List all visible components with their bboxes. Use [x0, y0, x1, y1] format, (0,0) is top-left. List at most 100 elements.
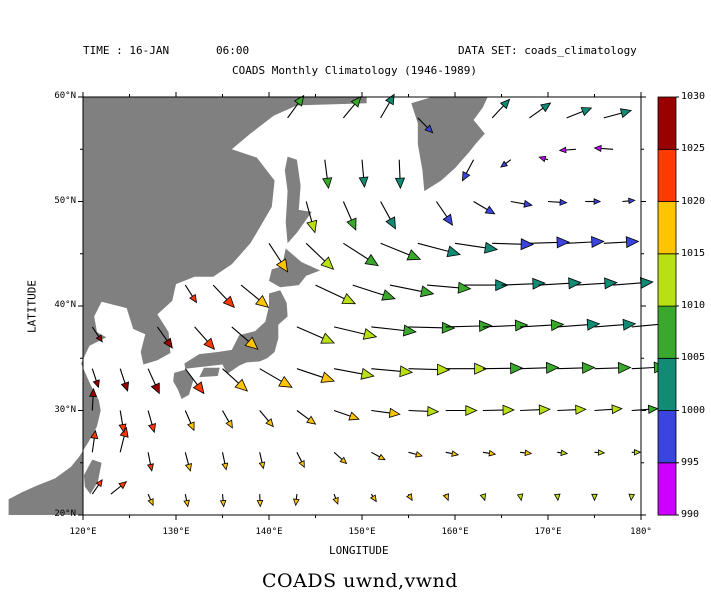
colorbar-swatch — [657, 357, 677, 411]
wind-vector — [380, 201, 396, 230]
wind-vector — [369, 493, 377, 503]
wind-vector — [538, 155, 549, 163]
chart-subtitle: COADS Monthly Climatology (1946-1989) — [232, 64, 478, 77]
colorbar-label: 1005 — [681, 352, 706, 364]
wind-vector — [482, 404, 515, 416]
y-tick-label: 30°N — [54, 404, 76, 415]
wind-vector — [146, 452, 154, 472]
wind-vector — [333, 367, 375, 380]
wind-vector — [90, 429, 99, 453]
wind-vector — [585, 198, 602, 205]
wind-vector — [593, 144, 614, 153]
wind-vector — [520, 404, 551, 416]
wind-vector — [445, 362, 488, 375]
wind-vector — [557, 449, 569, 457]
wind-vector — [389, 284, 435, 298]
wind-vector — [501, 277, 546, 290]
wind-vector — [287, 94, 305, 119]
y-tick-label: 50°N — [54, 195, 76, 206]
colorbar-swatch — [657, 148, 677, 203]
land-asia-mainland — [8, 97, 367, 515]
wind-vector — [91, 326, 103, 343]
wind-vector — [628, 493, 636, 502]
colorbar-label: 1015 — [681, 247, 706, 259]
wind-vector — [594, 404, 623, 415]
colorbar-swatch — [657, 253, 677, 307]
wind-vector — [482, 449, 497, 457]
wind-vector — [594, 318, 637, 331]
wind-vector — [147, 368, 160, 395]
wind-vector — [222, 410, 233, 429]
land-shikoku — [199, 367, 220, 378]
colorbar-swatch — [657, 462, 677, 516]
y-tick-label: 40°N — [54, 300, 76, 310]
wind-vector — [296, 452, 305, 469]
x-axis-label: LONGITUDE — [329, 544, 389, 557]
x-tick-label: 170°E — [534, 527, 562, 537]
wind-vector — [296, 410, 317, 425]
wind-vector — [516, 493, 524, 502]
colorbar-label: 990 — [681, 509, 700, 520]
wind-vector — [147, 410, 156, 434]
wind-vector — [394, 159, 406, 190]
wind-vector — [259, 410, 274, 428]
wind-vector — [557, 318, 601, 331]
axis-ticks — [78, 92, 646, 520]
wind-vector — [332, 493, 339, 505]
wind-vector — [520, 319, 565, 332]
wind-vector — [594, 449, 606, 456]
wind-vector — [259, 368, 293, 388]
y-axis-label: LATITUDE — [25, 280, 39, 333]
wind-vector — [520, 361, 560, 374]
wind-vector — [442, 493, 449, 502]
wind-vector — [492, 238, 535, 251]
x-tick-label: 180° — [630, 527, 652, 537]
wind-vector — [417, 242, 461, 258]
wind-vector — [91, 368, 100, 389]
land-honshu — [184, 290, 288, 374]
wind-vector — [91, 478, 103, 495]
wind-vector — [222, 368, 249, 392]
wind-vector — [594, 361, 632, 374]
wind-vector — [110, 481, 128, 495]
land-taiwan — [83, 459, 102, 495]
wind-vector — [520, 449, 533, 457]
wind-vector — [603, 236, 640, 249]
wind-vector — [435, 201, 454, 226]
wind-vector — [156, 326, 173, 349]
wind-vector — [240, 284, 270, 309]
wind-vector — [529, 236, 571, 249]
wind-vector — [445, 319, 493, 333]
time-label: TIME : 16-JAN — [83, 44, 170, 57]
wind-vector — [553, 493, 561, 502]
wind-vector — [296, 326, 335, 344]
wind-vector — [408, 451, 424, 458]
wind-vector — [268, 242, 289, 273]
x-tick-label: 130°E — [162, 527, 190, 537]
wind-vector — [371, 407, 401, 418]
wind-vector — [603, 108, 633, 119]
y-tick-label: 60°N — [54, 91, 76, 101]
colorbar — [657, 96, 679, 516]
colorbar-label: 1030 — [681, 91, 706, 102]
wind-vector — [408, 405, 440, 417]
figure-caption: COADS uwnd,vwnd — [262, 570, 458, 592]
colorbar-label: 1020 — [681, 195, 706, 207]
wind-vector — [147, 493, 154, 507]
wind-vector — [305, 242, 335, 270]
wind-vector — [406, 493, 413, 502]
colorbar-label: 1000 — [681, 404, 706, 416]
wind-vector — [371, 451, 386, 461]
wind-vector — [482, 319, 529, 332]
wind-vector — [342, 201, 357, 231]
wind-vector — [461, 159, 475, 182]
x-tick-label: 120°E — [69, 527, 97, 537]
wind-vector — [333, 409, 360, 421]
time-hour: 06:00 — [216, 44, 250, 57]
colorbar-swatch — [657, 96, 677, 150]
colorbar-swatch — [657, 201, 677, 255]
colorbar-swatch — [657, 410, 677, 464]
land-hokkaido — [269, 248, 321, 288]
land-masses — [8, 97, 488, 515]
